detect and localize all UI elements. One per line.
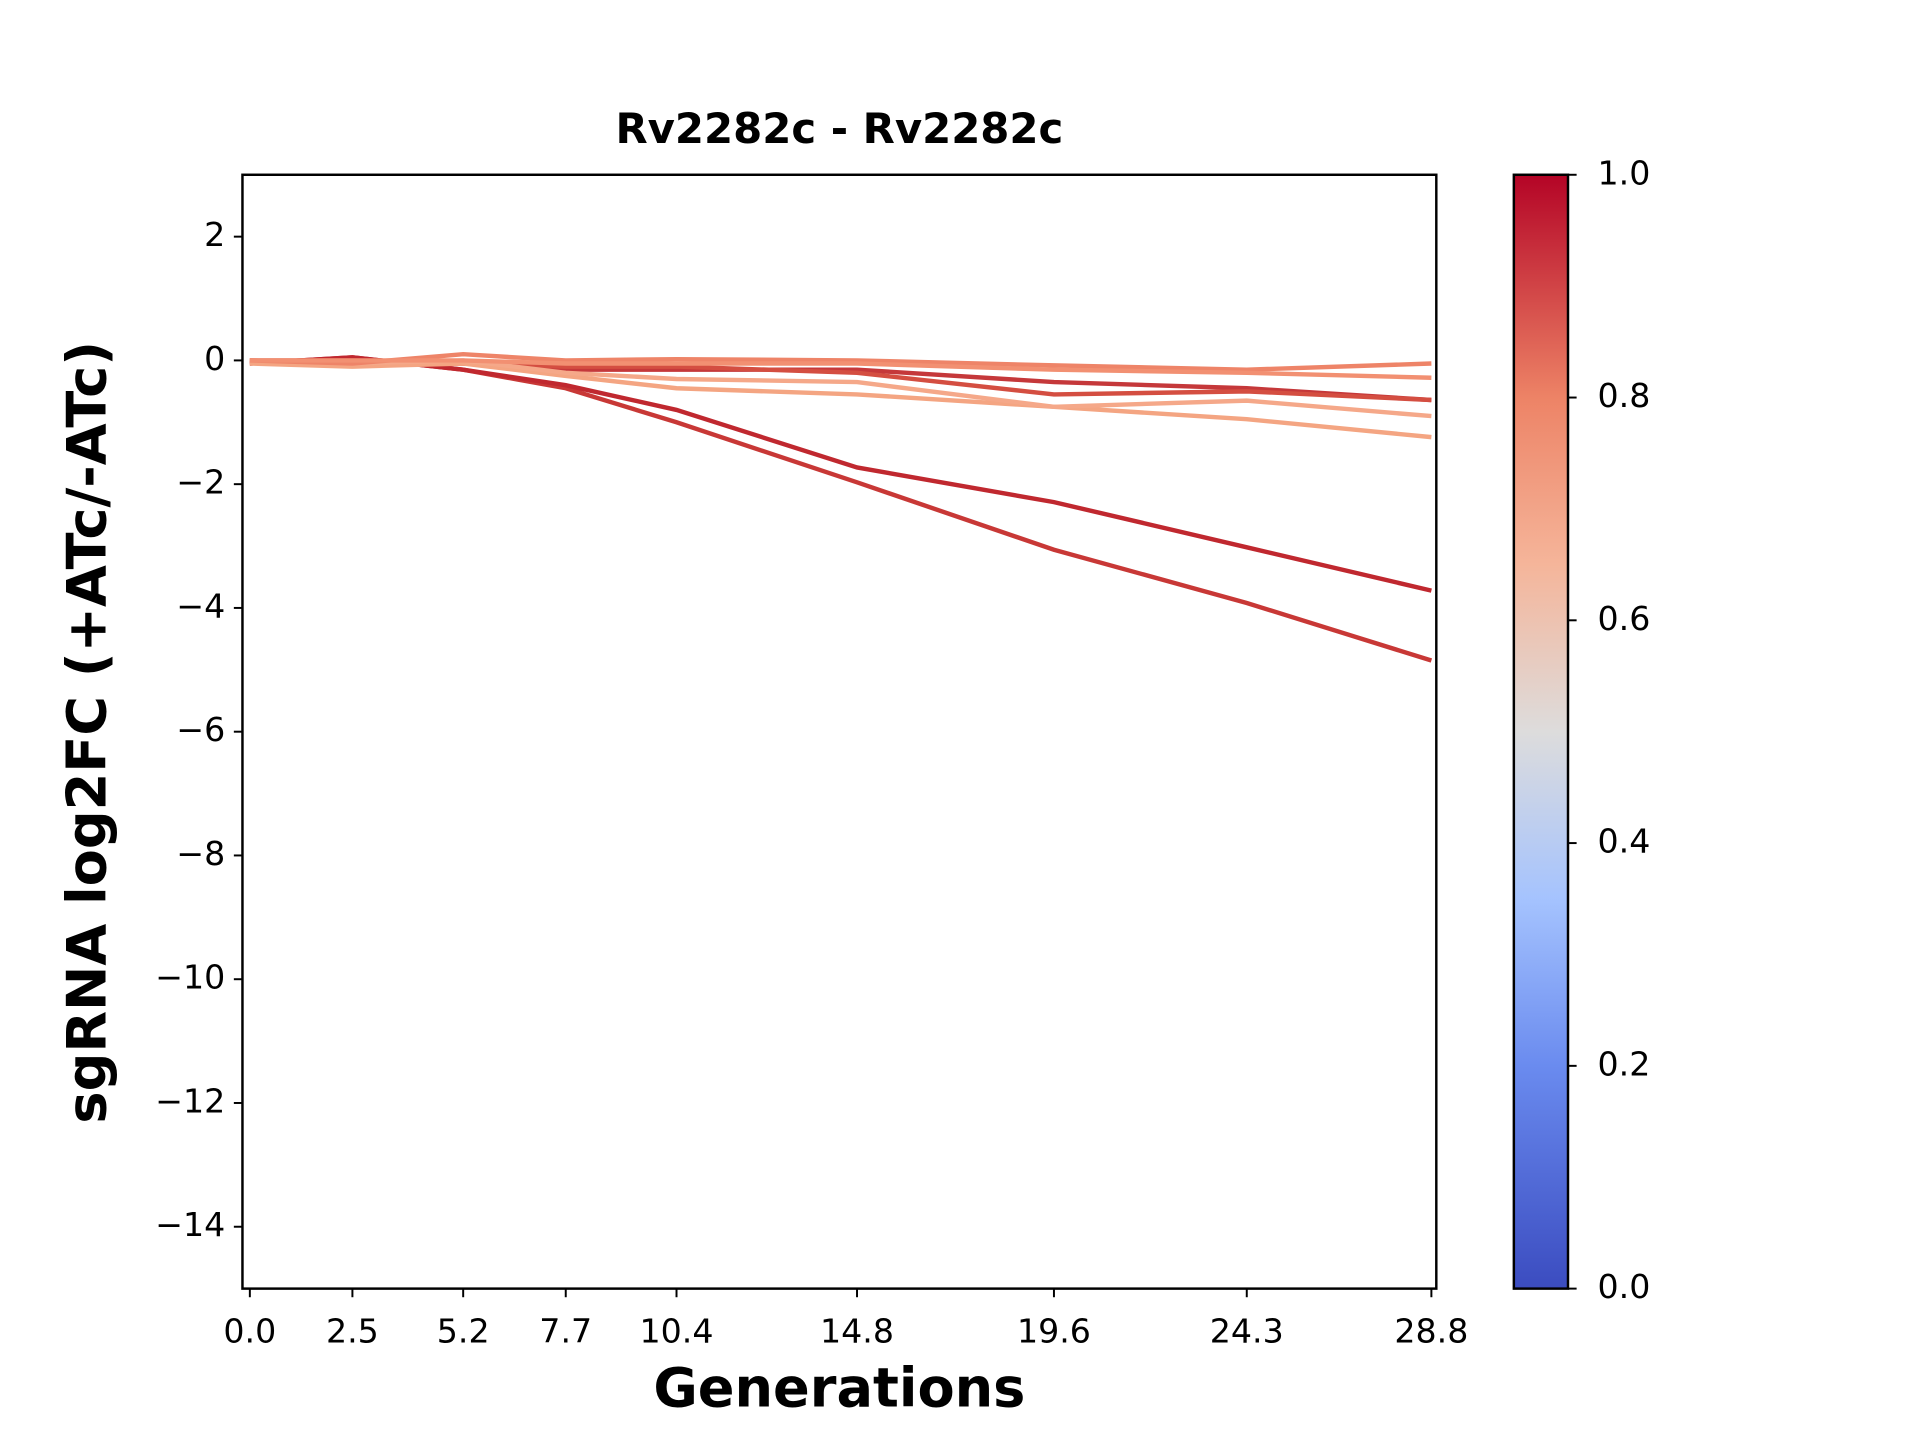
y-tick-label: −10 (155, 958, 225, 997)
y-tick-label: −6 (176, 710, 225, 749)
colorbar-tick-label: 0.0 (1598, 1267, 1651, 1306)
data-line (249, 358, 1432, 380)
colorbar-tick-label: 0.6 (1598, 599, 1651, 638)
x-tick-label: 19.6 (1017, 1311, 1091, 1350)
x-tick-label: 5.2 (437, 1311, 490, 1350)
x-tick-label: 7.7 (539, 1311, 592, 1350)
x-tick-label: 14.8 (820, 1311, 894, 1350)
plot-frame (241, 173, 1438, 1290)
x-tick-label: 24.3 (1210, 1311, 1284, 1350)
colorbar-tick-label: 0.4 (1598, 822, 1651, 861)
y-tick-label: −8 (176, 834, 225, 873)
x-tick-label: 0.0 (223, 1311, 276, 1350)
colorbar (1512, 173, 1570, 1290)
y-tick-label: −2 (176, 463, 225, 502)
x-tick-label: 10.4 (640, 1311, 714, 1350)
x-tick-label: 28.8 (1394, 1311, 1468, 1350)
y-tick-label: 0 (204, 339, 225, 378)
chart-title: Rv2282c - Rv2282c (615, 104, 1063, 153)
x-tick-label: 2.5 (326, 1311, 379, 1350)
y-tick-label: 2 (204, 215, 225, 254)
colorbar-tick-label: 0.2 (1598, 1044, 1651, 1083)
y-axis-label: sgRNA log2FC (+ATc/-ATc) (56, 341, 119, 1124)
x-axis-label: Generations (653, 1357, 1025, 1420)
y-tick-label: −14 (155, 1205, 225, 1244)
colorbar-tick-label: 1.0 (1598, 153, 1651, 192)
y-tick-label: −12 (155, 1081, 225, 1120)
data-line (249, 361, 1432, 440)
colorbar-tick-label: 0.8 (1598, 376, 1651, 415)
y-tick-label: −4 (176, 586, 225, 625)
